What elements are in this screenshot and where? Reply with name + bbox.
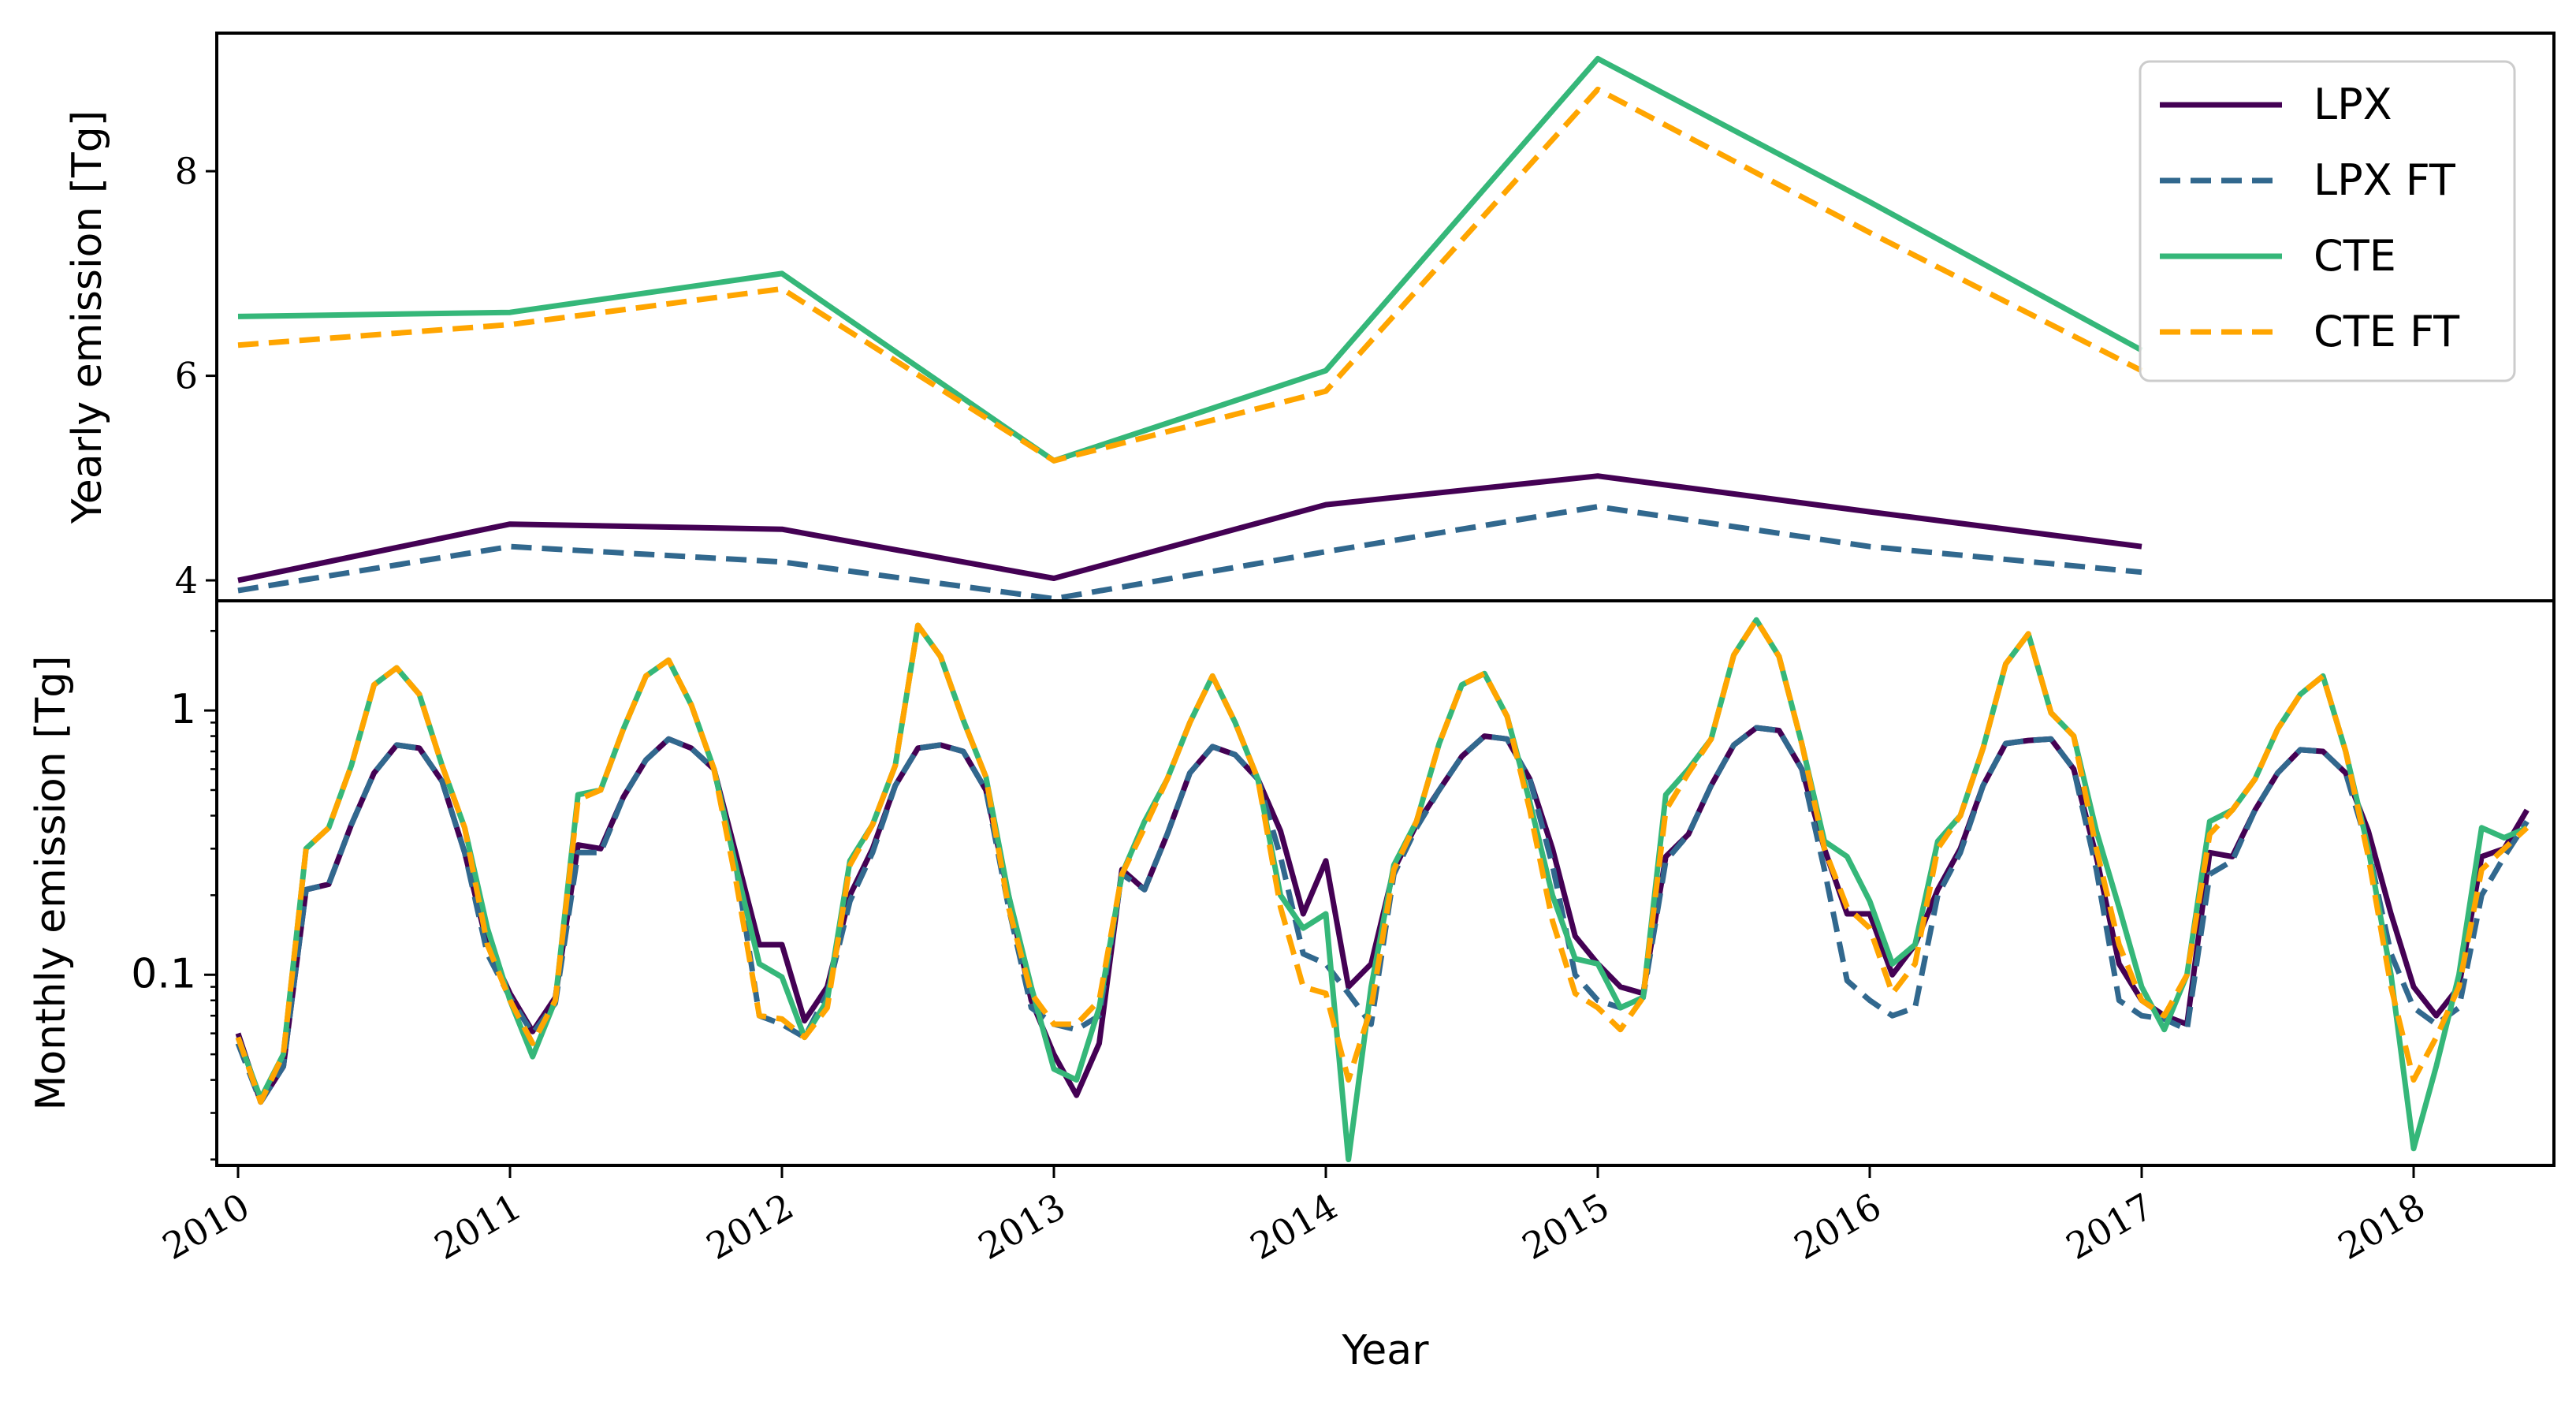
top-series-cte-ft — [237, 86, 2143, 464]
bottom-ytick-label-0.1: 0.1 — [131, 950, 196, 997]
top-point-lpx-ft-4 — [1326, 551, 1327, 552]
bottom-xlabel: Year — [1341, 1327, 1429, 1374]
top-series-cte — [237, 55, 2143, 464]
legend-box — [2139, 60, 2516, 382]
bottom-series-lpx-ft — [235, 725, 2529, 1105]
xtick-label-2014: 2014 — [1243, 1185, 1344, 1268]
xtick-label-2012: 2012 — [699, 1185, 800, 1268]
legend-label-cte-ft: CTE FT — [2314, 307, 2460, 356]
top-point-lpx-ft-1 — [510, 546, 511, 547]
xtick-label-2018: 2018 — [2331, 1185, 2432, 1268]
top-ytick-label-6: 6 — [175, 355, 198, 397]
monthly-emission-plot: 0.1 1 2010 2011 2012 2013 2014 2015 2016 2017 2018… — [28, 599, 2556, 1374]
xtick-label-2016: 2016 — [1787, 1185, 1888, 1268]
top-point-lpx-ft-5 — [1598, 506, 1599, 507]
top-ytick-label-8: 8 — [175, 150, 198, 192]
xtick-label-2010: 2010 — [155, 1185, 256, 1268]
legend: LPX LPX FT CTE CTE FT — [2139, 60, 2516, 382]
legend-label-cte: CTE — [2314, 231, 2396, 281]
top-series-lpx-ft — [237, 504, 2142, 602]
top-point-lpx-ft-3 — [1054, 598, 1055, 599]
xtick-label-2013: 2013 — [971, 1185, 1072, 1268]
bottom-ytick-label-1: 1 — [170, 686, 196, 733]
bottom-series-cte-ft — [235, 617, 2529, 1105]
bottom-axes-frame — [215, 599, 2556, 1167]
top-ytick-label-4: 4 — [175, 559, 198, 602]
bottom-series-cte — [235, 617, 2529, 1162]
legend-label-lpx-ft: LPX FT — [2314, 155, 2456, 205]
legend-label-lpx: LPX — [2314, 80, 2392, 129]
xtick-label-2017: 2017 — [2059, 1185, 2160, 1268]
top-point-lpx-ft-2 — [782, 561, 783, 562]
xtick-label-2011: 2011 — [427, 1185, 528, 1268]
top-series-lpx — [237, 473, 2142, 583]
top-point-cte-ft-1 — [510, 324, 511, 325]
bottom-ylabel: Monthly emission [Tg] — [28, 655, 75, 1110]
top-ylabel: Yearly emission [Tg] — [64, 110, 111, 524]
xtick-label-2015: 2015 — [1515, 1185, 1616, 1268]
